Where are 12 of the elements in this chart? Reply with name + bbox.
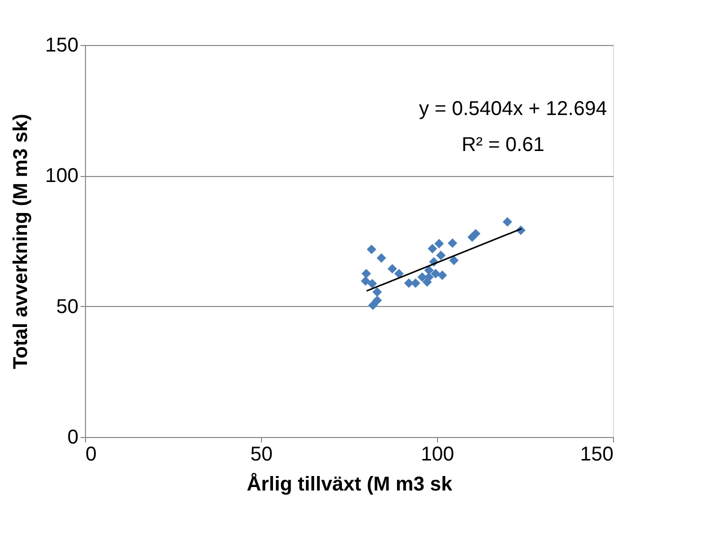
y-axis-title: Total avverkning (M m3 sk) <box>10 114 32 370</box>
x-tick-label: 100 <box>420 444 454 466</box>
y-tick-label: 150 <box>45 34 78 56</box>
y-tick-label: 100 <box>45 165 78 188</box>
annotation: y = 0.5404x + 12.694 <box>419 98 607 120</box>
y-tick-label: 0 <box>67 426 78 448</box>
x-tick-label: 50 <box>250 444 273 466</box>
x-axis-title: Årlig tillväxt (M m3 sk <box>246 472 454 496</box>
y-tick-label: 50 <box>56 296 78 318</box>
x-tick-label: 150 <box>580 444 614 466</box>
annotation: R² = 0.61 <box>462 134 544 156</box>
x-tick-label: 0 <box>86 444 97 466</box>
